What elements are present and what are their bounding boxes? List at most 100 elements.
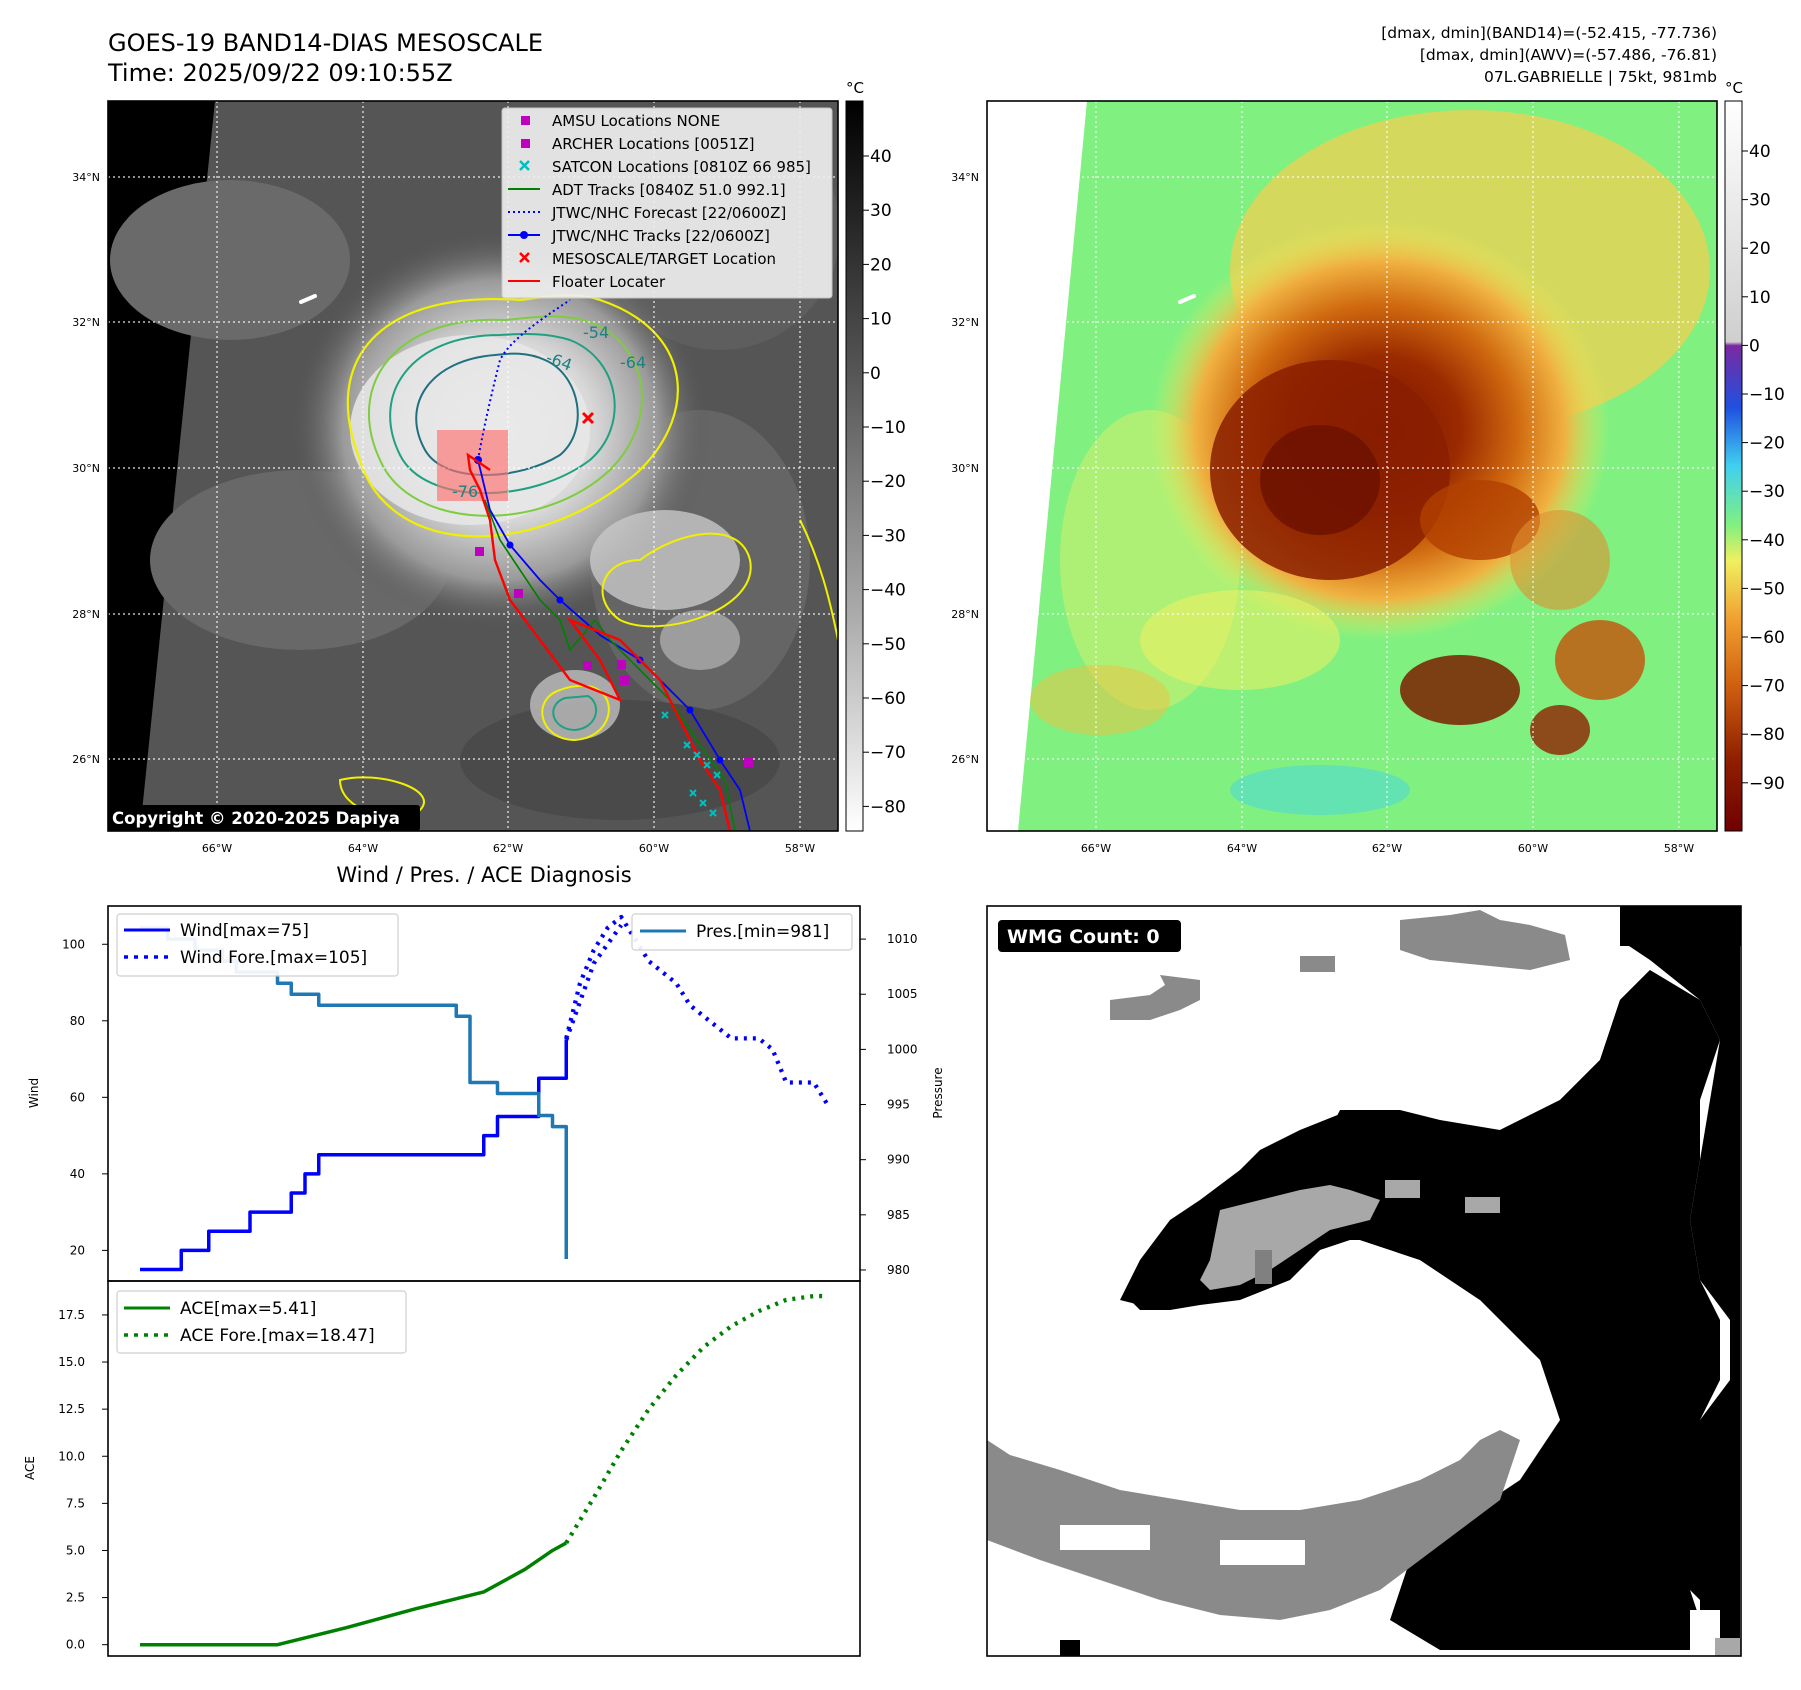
- awv-cbar-tick: 40: [1749, 142, 1771, 162]
- pressure-tick: 985: [887, 1208, 910, 1222]
- band14-colorbar: [845, 100, 864, 832]
- ace-tick: 15.0: [58, 1355, 85, 1369]
- band14-cbar-tick: 10: [870, 310, 892, 330]
- awv-cbar-tick: 20: [1749, 239, 1771, 259]
- awv-cbar-tick: −20: [1749, 434, 1785, 454]
- awv-cbar-tick: 30: [1749, 191, 1771, 211]
- info-awv: [dmax, dmin](AWV)=(-57.486, -76.81): [1420, 46, 1717, 64]
- band14-cbar-tick: 20: [870, 255, 892, 275]
- band14-lat-label: 28°N: [72, 608, 100, 621]
- band14-lon-label: 66°W: [202, 842, 232, 855]
- awv-lat-labels: 34°N 32°N 30°N 28°N 26°N: [951, 171, 979, 766]
- band14-cbar-tick: −20: [870, 472, 906, 492]
- map-legend: AMSU Locations NONE ARCHER Locations [00…: [501, 107, 833, 299]
- awv-lat-label: 34°N: [951, 171, 979, 184]
- band14-cbar-tick: −10: [870, 418, 906, 438]
- legend-wind-fore: Wind Fore.[max=105]: [180, 948, 367, 968]
- awv-lon-label: 60°W: [1518, 842, 1548, 855]
- band14-cbar-tick: −60: [870, 689, 906, 709]
- contour-label-3: -64: [620, 353, 646, 372]
- legend-adt: ADT Tracks [0840Z 51.0 992.1]: [552, 181, 786, 199]
- band14-lon-labels: 66°W 64°W 62°W 60°W 58°W: [202, 842, 815, 855]
- awv-cbar-tick: −50: [1749, 579, 1785, 599]
- awv-cbar-tick: 0: [1749, 336, 1760, 356]
- awv-lon-label: 66°W: [1081, 842, 1111, 855]
- band14-cbar-tick: −30: [870, 526, 906, 546]
- wind-tick: 100: [62, 937, 85, 951]
- band14-cbar-tick: −80: [870, 797, 906, 817]
- awv-colorbar-ticks: 40 30 20 10 0 −10 −20 −30 −40 −50 −60 −70 −80 −90: [1742, 142, 1785, 794]
- legend-forecast: JTWC/NHC Forecast [22/0600Z]: [551, 204, 786, 222]
- band14-colorbar-ticks: 40 30 20 10 0 −10 −20 −30 −40 −50 −60 −70 −80: [863, 147, 906, 817]
- figure-time: Time: 2025/09/22 09:10:55Z: [107, 59, 453, 87]
- band14-lat-labels: 34°N 32°N 30°N 28°N 26°N: [72, 171, 100, 766]
- ace-axes: [107, 1280, 861, 1657]
- ace-tick: 5.0: [66, 1543, 85, 1557]
- legend-tracks: JTWC/NHC Tracks [22/0600Z]: [551, 227, 770, 245]
- awv-cbar-tick: −80: [1749, 725, 1785, 745]
- awv-lat-label: 30°N: [951, 462, 979, 475]
- wind-tick: 60: [70, 1090, 85, 1104]
- awv-cbar-tick: −60: [1749, 628, 1785, 648]
- series-line: [140, 1541, 568, 1647]
- band14-cbar-tick: −70: [870, 743, 906, 763]
- legend-floater: Floater Locater: [552, 273, 666, 291]
- awv-lat-label: 28°N: [951, 608, 979, 621]
- band14-lon-label: 64°W: [348, 842, 378, 855]
- wind-axis-label: Wind: [27, 1078, 41, 1108]
- awv-cbar-tick: −70: [1749, 677, 1785, 697]
- band14-lon-label: 58°W: [785, 842, 815, 855]
- awv-colorbar: [1724, 100, 1743, 832]
- band14-colorbar-unit: °C: [846, 79, 864, 97]
- band14-cbar-tick: −50: [870, 635, 906, 655]
- ace-legend: ACE[max=5.41] ACE Fore.[max=18.47]: [116, 1290, 407, 1354]
- ace-tick: 12.5: [58, 1402, 85, 1416]
- contour-label-1: -54: [583, 323, 609, 342]
- wind-tick: 40: [70, 1167, 85, 1181]
- band14-lat-label: 34°N: [72, 171, 100, 184]
- legend-archer: ARCHER Locations [0051Z]: [552, 135, 755, 153]
- awv-lon-label: 64°W: [1227, 842, 1257, 855]
- band14-map-frame: [107, 100, 839, 832]
- awv-cbar-tick: −30: [1749, 482, 1785, 502]
- pressure-legend: Pres.[min=981]: [631, 913, 853, 951]
- wmg-count-label: WMG Count: 0: [1007, 926, 1160, 948]
- ace-tick: 7.5: [66, 1496, 85, 1510]
- pressure-tick: 995: [887, 1098, 910, 1112]
- awv-cbar-tick: −90: [1749, 774, 1785, 794]
- ace-tick: 17.5: [58, 1308, 85, 1322]
- awv-cbar-tick: −40: [1749, 531, 1785, 551]
- legend-amsu: AMSU Locations NONE: [552, 112, 720, 130]
- wind-tick: 20: [70, 1243, 85, 1257]
- diagnosis-title: Wind / Pres. / ACE Diagnosis: [336, 863, 631, 887]
- pressure-tick: 980: [887, 1263, 910, 1277]
- awv-colorbar-unit: °C: [1725, 79, 1743, 97]
- awv-lat-label: 32°N: [951, 316, 979, 329]
- series-line: [140, 1039, 568, 1272]
- awv-lon-labels: 66°W 64°W 62°W 60°W 58°W: [1081, 842, 1694, 855]
- contour-label-4: -76: [452, 482, 478, 501]
- info-band14: [dmax, dmin](BAND14)=(-52.415, -77.736): [1381, 24, 1717, 42]
- pressure-tick: 990: [887, 1153, 910, 1167]
- wmg-frame: [986, 905, 1742, 1657]
- band14-lat-label: 30°N: [72, 462, 100, 475]
- series-line: [564, 1293, 828, 1545]
- wind-legend: Wind[max=75] Wind Fore.[max=105]: [116, 913, 399, 977]
- figure-title: GOES-19 BAND14-DIAS MESOSCALE: [108, 29, 543, 57]
- legend-ace-fore: ACE Fore.[max=18.47]: [180, 1326, 375, 1346]
- pressure-tick: 1005: [887, 987, 918, 1001]
- awv-cbar-tick: −10: [1749, 385, 1785, 405]
- awv-map: [987, 101, 1717, 831]
- awv-lat-label: 26°N: [951, 753, 979, 766]
- legend-wind: Wind[max=75]: [180, 921, 309, 941]
- ace-tick: 0.0: [66, 1638, 85, 1652]
- ace-axis-label: ACE: [23, 1456, 37, 1480]
- legend-ace: ACE[max=5.41]: [180, 1299, 316, 1319]
- legend-target: MESOSCALE/TARGET Location: [552, 250, 776, 268]
- ace-tick: 2.5: [66, 1591, 85, 1605]
- wmg-panel: [987, 906, 1741, 1656]
- pressure-axis-label: Pressure: [931, 1067, 945, 1118]
- series-line: [140, 926, 568, 1259]
- awv-lon-label: 58°W: [1664, 842, 1694, 855]
- pressure-tick: 1010: [887, 932, 918, 946]
